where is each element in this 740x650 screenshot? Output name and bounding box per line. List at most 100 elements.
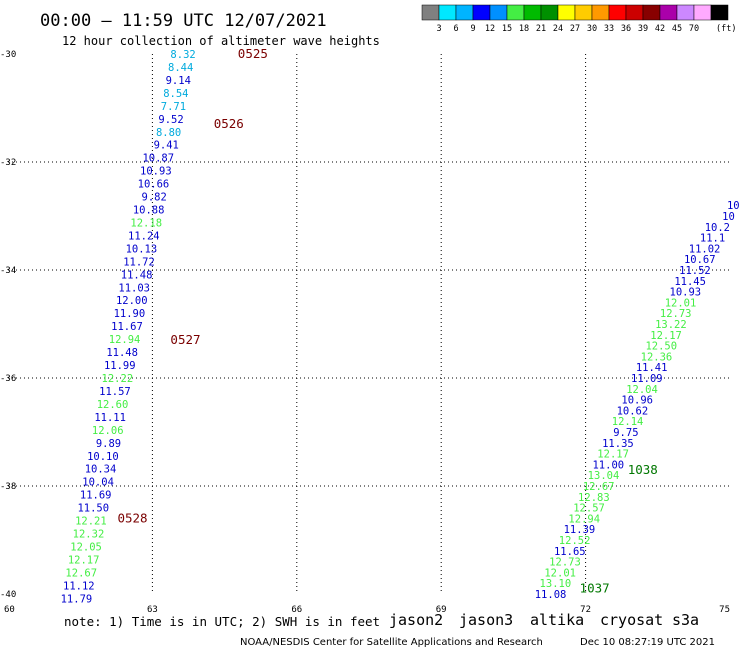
swh-point-right: 11.39 <box>564 524 596 536</box>
swh-point-left: 9.41 <box>154 140 179 152</box>
footer-timestamp: Dec 10 08:27:19 UTC 2021 <box>580 637 715 648</box>
scale-label: 6 <box>453 24 458 34</box>
swh-point-right: 12.94 <box>568 513 600 525</box>
map-subtitle: 12 hour collection of altimeter wave hei… <box>62 34 380 48</box>
swh-point-right: 11.52 <box>679 265 711 277</box>
swh-point-left: 10.87 <box>142 153 174 165</box>
swh-point-right: 12.36 <box>641 351 673 363</box>
swh-point-right: 12.57 <box>573 503 605 515</box>
scale-unit: (ft) <box>716 24 736 34</box>
swh-point-left: 7.71 <box>161 101 186 113</box>
scale-label: 33 <box>604 24 614 34</box>
scale-swatch <box>489 4 508 21</box>
swh-point-right: 13.04 <box>588 470 620 482</box>
swh-point-right: 11.41 <box>636 362 668 374</box>
pass-time-label: 0526 <box>214 116 244 131</box>
satellite-legend: jason2 jason3 altika cryosat s3a <box>389 611 699 629</box>
footer-credit: NOAA/NESDIS Center for Satellite Applica… <box>240 637 543 648</box>
scale-swatch <box>438 4 457 21</box>
scale-swatch <box>591 4 610 21</box>
swh-point-left: 12.17 <box>68 554 100 566</box>
swh-point-right: 11.65 <box>554 546 586 558</box>
swh-point-right: 13.10 <box>540 578 572 590</box>
scale-swatch <box>608 4 627 21</box>
swh-point-left: 11.99 <box>104 360 136 372</box>
scale-label: 9 <box>470 24 475 34</box>
swh-point-left: 8.54 <box>163 88 188 100</box>
scale-label: 36 <box>621 24 631 34</box>
lat-lon-grid <box>8 54 730 594</box>
scale-swatch <box>523 4 542 21</box>
swh-point-left: 12.67 <box>65 567 97 579</box>
swh-point-left: 12.94 <box>109 334 141 346</box>
swh-point-right: 12.83 <box>578 492 610 504</box>
scale-swatch <box>642 4 661 21</box>
map-title: 00:00 — 11:59 UTC 12/07/2021 <box>40 11 327 31</box>
swh-point-left: 8.80 <box>156 127 181 139</box>
scale-swatch <box>659 4 678 21</box>
swh-point-right: 11.00 <box>592 459 624 471</box>
swh-point-left: 10.04 <box>82 477 114 489</box>
swh-point-left: 11.11 <box>94 412 126 424</box>
swh-point-right: 12.14 <box>612 416 644 428</box>
legend-s3a: s3a <box>672 611 699 629</box>
altimeter-points: 8.328.449.148.547.719.528.809.4110.8710.… <box>61 49 740 605</box>
swh-point-right: 10.93 <box>670 287 702 299</box>
swh-point-right: 12.52 <box>559 535 591 547</box>
swh-point-left: 9.89 <box>96 438 121 450</box>
swh-point-left: 8.44 <box>168 62 193 74</box>
swh-point-left: 12.21 <box>75 516 107 528</box>
swh-point-left: 11.72 <box>123 256 155 268</box>
swh-point-right: 12.01 <box>665 297 697 309</box>
swh-point-right: 10.2 <box>705 222 730 234</box>
swh-point-right: 13.22 <box>655 319 687 331</box>
lon-tick-label: 75 <box>719 605 730 615</box>
swh-point-right: 11.08 <box>535 589 567 601</box>
lon-tick-label: 69 <box>436 605 447 615</box>
pass-time-label: 1037 <box>580 581 610 596</box>
swh-point-left: 12.32 <box>73 529 105 541</box>
swh-point-left: 12.60 <box>97 399 129 411</box>
lat-tick-label: -30 <box>0 50 16 60</box>
legend-jason2: jason2 <box>389 611 443 629</box>
swh-point-left: 8.32 <box>170 49 195 61</box>
scale-swatch <box>455 4 474 21</box>
swh-point-left: 10.66 <box>138 179 170 191</box>
swh-point-right: 12.67 <box>583 481 615 493</box>
scale-swatch <box>506 4 525 21</box>
swh-point-left: 9.14 <box>166 75 191 87</box>
swh-point-left: 10.93 <box>140 166 172 178</box>
scale-label: 70 <box>689 24 699 34</box>
lon-tick-label: 63 <box>147 605 158 615</box>
swh-point-right: 9.75 <box>613 427 638 439</box>
scale-label: 27 <box>570 24 580 34</box>
scale-swatch <box>693 4 712 21</box>
scale-label: 24 <box>553 24 563 34</box>
swh-point-left: 11.57 <box>99 386 131 398</box>
pass-time-label: 1038 <box>628 462 658 477</box>
swh-point-right: 11.09 <box>631 373 663 385</box>
lat-tick-label: -32 <box>0 158 16 168</box>
swh-point-left: 12.18 <box>130 217 162 229</box>
swh-point-left: 12.05 <box>70 541 102 553</box>
swh-point-left: 12.06 <box>92 425 124 437</box>
lon-tick-label: 60 <box>4 605 15 615</box>
swh-point-left: 9.52 <box>158 114 183 126</box>
lon-tick-label: 66 <box>291 605 302 615</box>
swh-point-right: 10 <box>727 200 740 212</box>
swh-point-left: 10.13 <box>126 243 158 255</box>
lat-tick-label: -40 <box>0 590 16 600</box>
swh-point-left: 11.03 <box>118 282 150 294</box>
scale-label: 30 <box>587 24 597 34</box>
swh-point-right: 11.45 <box>674 276 706 288</box>
pass-time-label: 0527 <box>170 332 200 347</box>
swh-point-left: 11.90 <box>114 308 146 320</box>
pass-time-label: 0525 <box>238 46 268 61</box>
scale-label: 15 <box>502 24 512 34</box>
scale-label: 39 <box>638 24 648 34</box>
swh-point-left: 12.00 <box>116 295 148 307</box>
legend-cryosat: cryosat <box>600 611 663 629</box>
scale-swatch <box>625 4 644 21</box>
swh-point-right: 10.96 <box>621 395 653 407</box>
